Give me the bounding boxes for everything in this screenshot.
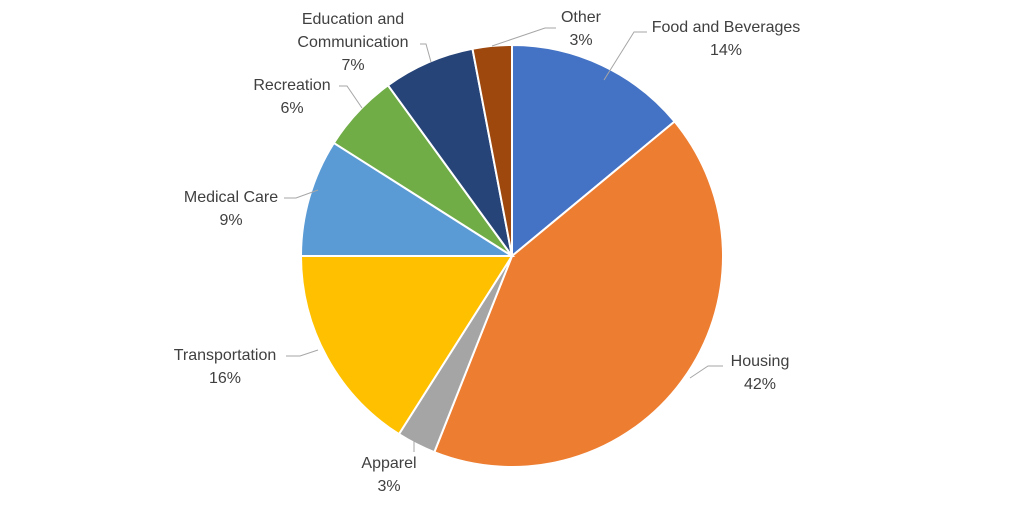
leader-line	[689, 365, 723, 379]
pie-slices	[299, 43, 725, 468]
leader-line	[420, 43, 432, 63]
leader-line	[491, 27, 556, 47]
leader-line	[603, 31, 647, 81]
data-label: Housing 42%	[731, 353, 790, 393]
data-label: Other 3%	[561, 9, 602, 49]
data-label: Transportation 16%	[174, 347, 277, 387]
pie-slice-food-and-beverages	[511, 43, 676, 259]
data-label: Food and Beverages 14%	[652, 19, 801, 59]
data-labels: Food and Beverages 14% Housing 42% Apparel 3%…	[174, 9, 801, 495]
leader-line	[284, 189, 319, 199]
pie-slice-transportation	[299, 255, 514, 436]
data-label: Medical Care 9%	[184, 189, 278, 229]
data-label: Education and Communication 7%	[297, 11, 408, 74]
leader-line	[339, 85, 363, 109]
leader-lines	[284, 27, 723, 452]
pie-slice-medical-care	[299, 141, 516, 257]
data-label: Apparel 3%	[361, 455, 416, 495]
pie-slice-housing	[433, 120, 725, 468]
leader-line	[286, 349, 319, 357]
data-label: Recreation 6%	[253, 77, 330, 117]
